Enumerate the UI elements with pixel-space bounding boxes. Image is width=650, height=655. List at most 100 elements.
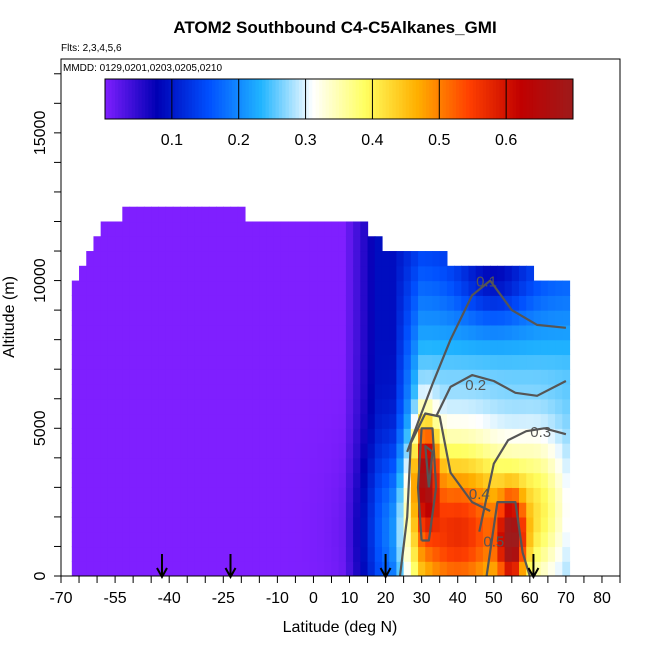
heatmap-cell [475,413,484,429]
heatmap-cell [504,546,513,562]
heatmap-cell [562,531,571,548]
heatmap-cell [562,516,571,533]
heatmap-cell [555,398,563,415]
heatmap-cell [374,502,383,518]
colorbar-tick-label: 0.3 [294,132,316,149]
colorbar-tick-label: 0.5 [428,132,450,149]
heatmap-cell [129,339,138,356]
heatmap-cell [237,251,246,267]
heatmap-cell [136,251,145,267]
heatmap-cell [446,546,455,562]
heatmap-cell [482,413,491,429]
heatmap-cell [194,472,203,488]
heatmap-cell [280,516,289,533]
heatmap-cell [122,531,131,548]
heatmap-cell [374,383,383,400]
heatmap-cell [490,310,498,326]
heatmap-cell [71,295,80,311]
heatmap-cell [129,546,138,562]
heatmap-cell [475,398,484,415]
heatmap-cell [252,310,260,326]
heatmap-cell [100,339,109,356]
heatmap-cell [461,280,470,296]
heatmap-cell [519,457,527,474]
heatmap-cell [396,251,405,267]
heatmap-cell [345,324,354,341]
heatmap-cell [129,251,138,267]
heatmap-cell [129,561,138,576]
heatmap-cell [93,457,102,474]
heatmap-cell [533,354,542,370]
heatmap-cell [519,472,527,488]
flight-marker-head [224,567,237,580]
heatmap-cell [374,457,383,474]
heatmap-cell [432,339,441,356]
heatmap-cell [107,531,116,548]
heatmap-cell [317,516,325,533]
heatmap-cell [446,502,455,518]
heatmap-cell [381,472,390,488]
heatmap-cell [410,413,419,429]
heatmap-cell [468,398,477,415]
heatmap-cell [252,398,260,415]
heatmap-cell [504,324,513,341]
heatmap-cell [317,413,325,429]
heatmap-cell [454,428,462,444]
heatmap-cell [302,236,311,252]
heatmap-cell [71,369,80,385]
colorbar-segment [181,79,186,119]
heatmap-cell [540,324,549,341]
heatmap-cell [79,383,87,400]
heatmap-cell [172,443,181,459]
heatmap-cell [353,221,361,237]
heatmap-cell [461,531,470,548]
heatmap-cell [461,354,470,370]
heatmap-cell [324,502,333,518]
heatmap-cell [295,295,304,311]
colorbar-segment [195,79,200,119]
heatmap-cell [237,383,246,400]
heatmap-cell [93,443,102,459]
colorbar-segment [342,79,347,119]
heatmap-cell [201,398,210,415]
flight-marker-head [156,567,168,580]
heatmap-cell [338,472,347,488]
heatmap-cell [396,472,405,488]
heatmap-cell [526,324,535,341]
heatmap-cell [309,236,318,252]
heatmap-cell [201,236,210,252]
heatmap-cell [454,398,462,415]
heatmap-cell [143,251,152,267]
heatmap-cell [158,280,167,296]
heatmap-cell [504,398,513,415]
heatmap-cell [475,531,484,548]
heatmap-cell [143,413,152,429]
heatmap-cell [194,413,203,429]
heatmap-cell [143,310,152,326]
heatmap-cell [107,457,116,474]
heatmap-cell [165,236,174,252]
heatmap-cell [432,561,441,576]
heatmap-cell [288,413,297,429]
heatmap-cell [230,531,239,548]
heatmap-cell [172,531,181,548]
heatmap-cell [273,251,282,267]
heatmap-cell [201,561,210,576]
heatmap-cell [374,428,383,444]
heatmap-cell [418,324,426,341]
heatmap-cell [136,280,145,296]
heatmap-cell [367,457,376,474]
heatmap-cell [504,457,513,474]
heatmap-cell [302,354,311,370]
heatmap-cell [280,443,289,459]
heatmap-cell [353,472,361,488]
heatmap-cell [555,561,563,576]
heatmap-cell [533,369,542,385]
heatmap-cell [396,413,405,429]
heatmap-cell [93,502,102,518]
heatmap-cell [345,295,354,311]
heatmap-cell [122,413,131,429]
heatmap-cell [259,472,268,488]
heatmap-cell [230,295,239,311]
heatmap-cell [374,354,383,370]
